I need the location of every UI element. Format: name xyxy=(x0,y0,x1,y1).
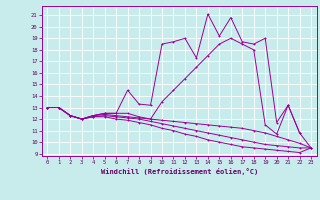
X-axis label: Windchill (Refroidissement éolien,°C): Windchill (Refroidissement éolien,°C) xyxy=(100,168,258,175)
